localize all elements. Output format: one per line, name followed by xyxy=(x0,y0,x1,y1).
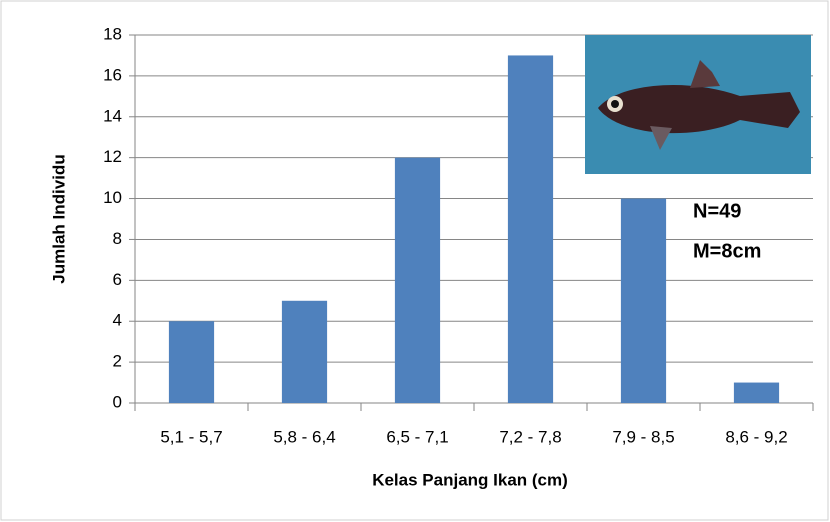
bar xyxy=(394,157,441,403)
bar xyxy=(620,198,667,403)
bar xyxy=(507,55,554,403)
bar xyxy=(281,300,328,403)
fish-photo xyxy=(585,35,811,174)
bar xyxy=(733,382,780,403)
x-axis-label: Kelas Panjang Ikan (cm) xyxy=(372,470,568,489)
x-tick-label: 5,8 - 6,4 xyxy=(273,427,335,446)
annotation: M=8cm xyxy=(693,240,761,262)
y-tick-label: 6 xyxy=(113,270,122,289)
x-tick-label: 6,5 - 7,1 xyxy=(386,427,448,446)
y-tick-label: 0 xyxy=(113,392,122,411)
y-axis-label: Jumlah Individu xyxy=(49,154,68,283)
y-tick-label: 16 xyxy=(103,65,122,84)
annotation: N=49 xyxy=(693,200,741,222)
y-tick-label: 4 xyxy=(113,311,122,330)
y-tick-label: 14 xyxy=(103,106,122,125)
x-tick-label: 8,6 - 9,2 xyxy=(725,427,787,446)
y-tick-label: 10 xyxy=(103,188,122,207)
bar xyxy=(168,321,215,403)
x-tick-label: 7,2 - 7,8 xyxy=(499,427,561,446)
x-tick-label: 7,9 - 8,5 xyxy=(612,427,674,446)
y-tick-label: 8 xyxy=(113,229,122,248)
y-tick-label: 2 xyxy=(113,352,122,371)
y-tick-label: 18 xyxy=(103,24,122,43)
y-tick-label: 12 xyxy=(103,147,122,166)
x-tick-label: 5,1 - 5,7 xyxy=(160,427,222,446)
